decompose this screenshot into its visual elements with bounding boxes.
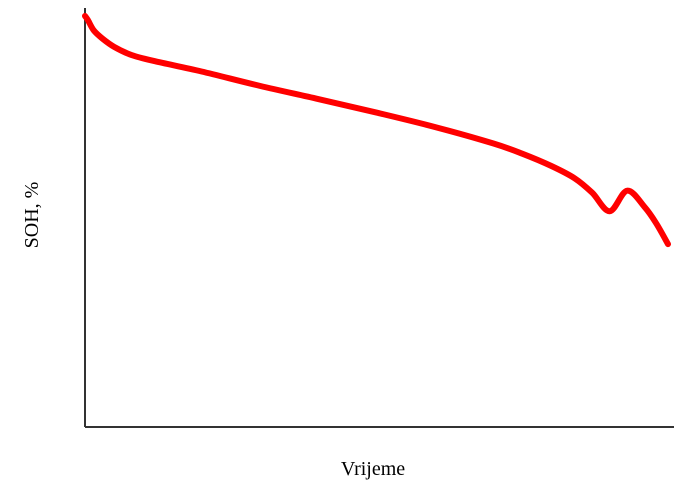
series-layer — [82, 13, 671, 248]
soh-series-line — [82, 13, 671, 248]
axes — [84, 8, 674, 428]
x-axis-label: Vrijeme — [341, 458, 405, 480]
y-axis-label: SOH, % — [21, 182, 43, 249]
